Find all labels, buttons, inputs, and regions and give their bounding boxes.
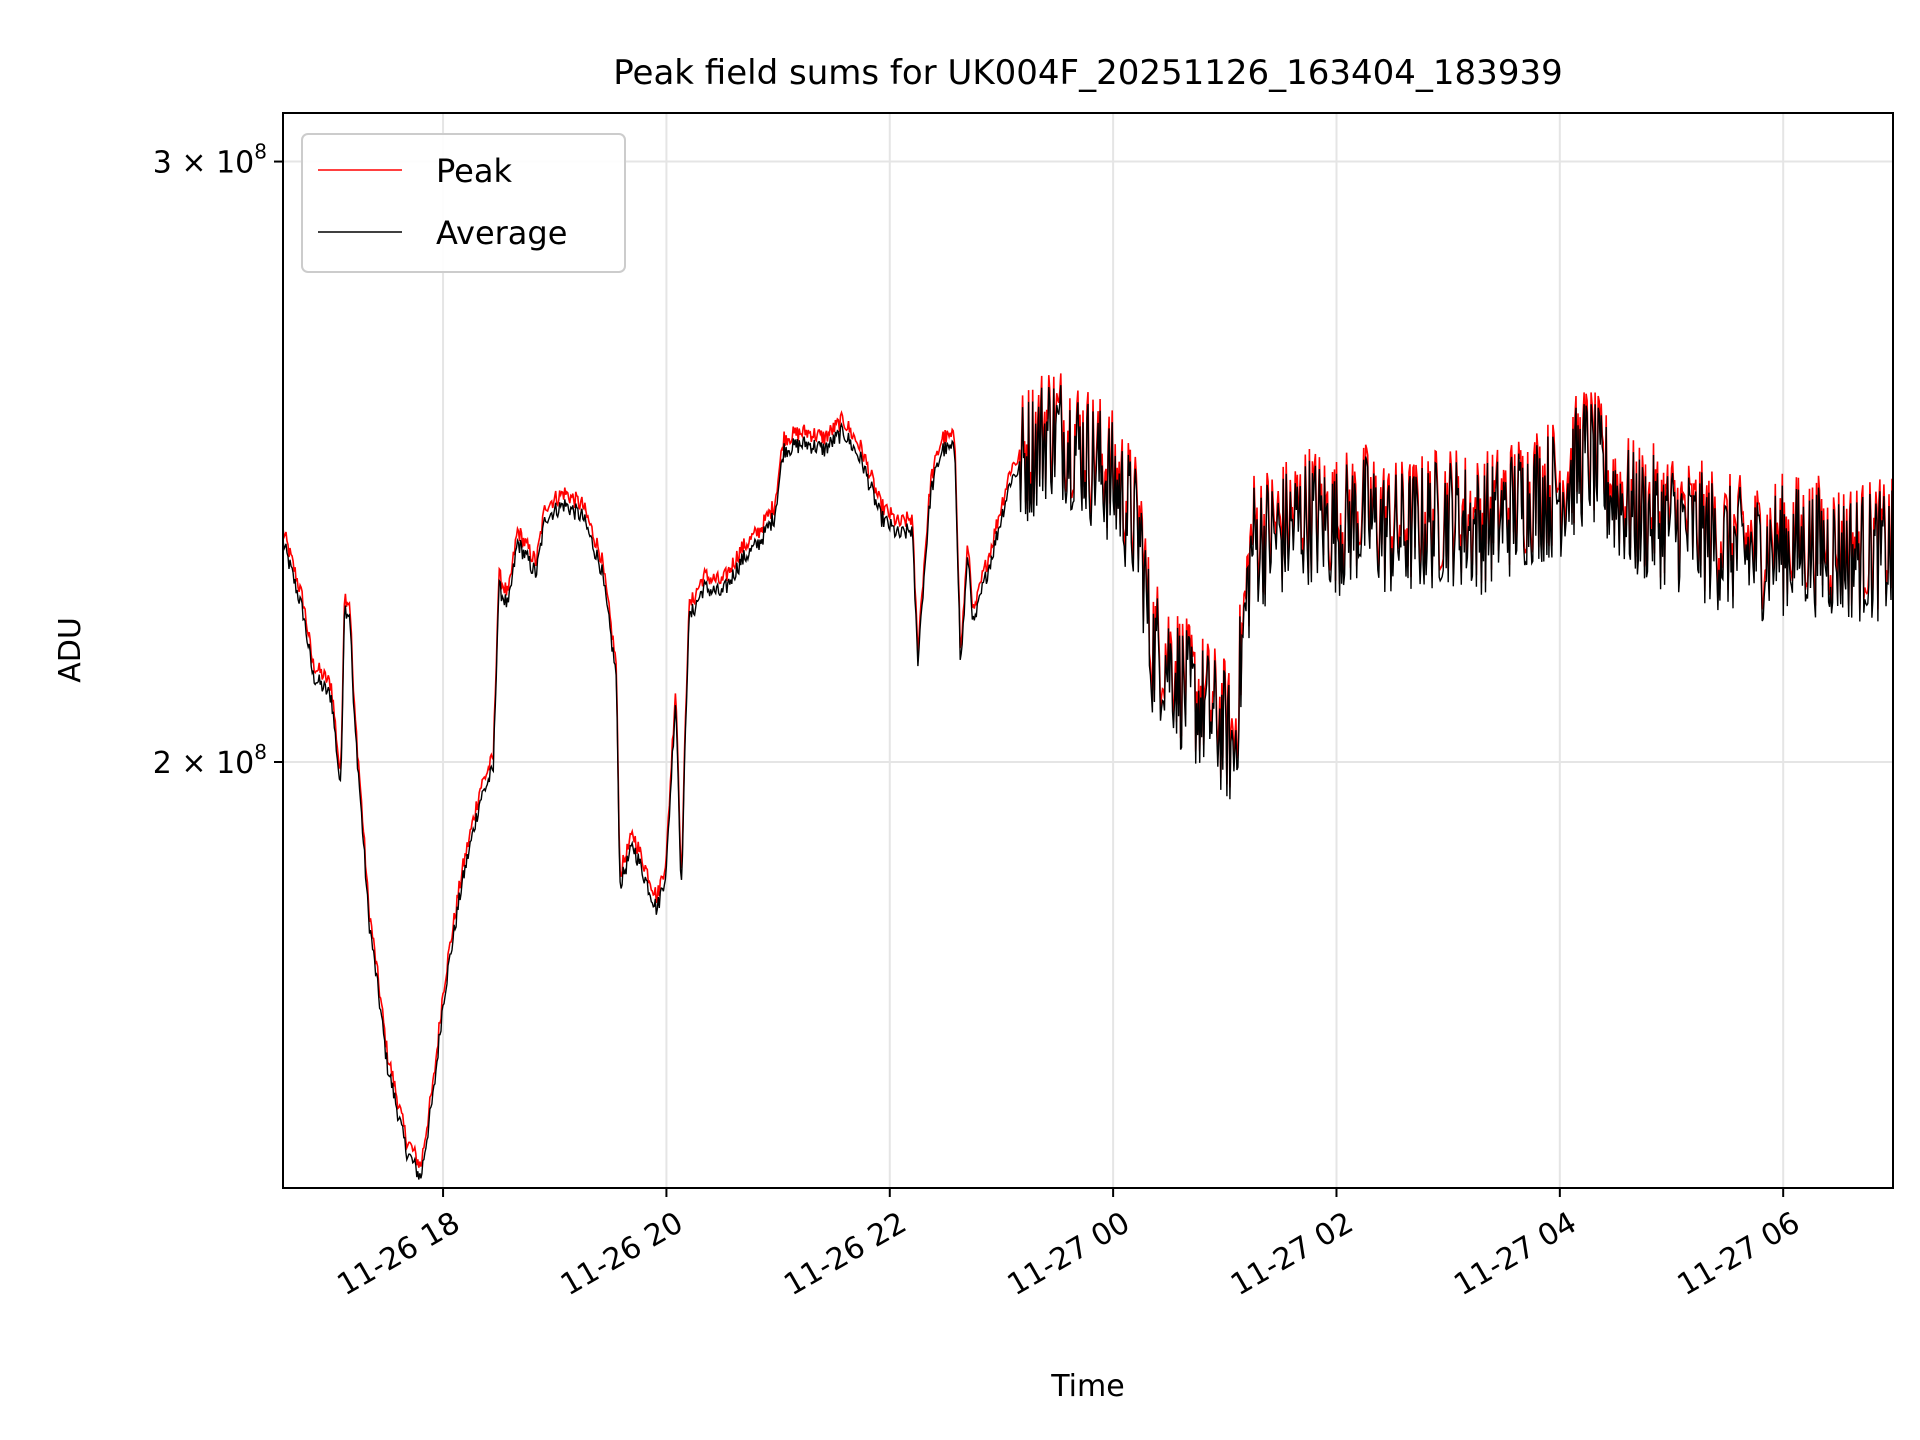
legend-box bbox=[301, 133, 626, 273]
legend-label-peak: Peak bbox=[436, 152, 512, 190]
grid-lines bbox=[283, 113, 1893, 1188]
chart-title: Peak field sums for UK004F_20251126_1634… bbox=[613, 53, 1562, 93]
x-axis-label: Time bbox=[1050, 1369, 1124, 1404]
plot-frame bbox=[282, 112, 1894, 1189]
y-axis-label: ADU bbox=[53, 617, 88, 683]
legend: Peak Average bbox=[301, 133, 626, 273]
legend-label-average: Average bbox=[436, 214, 567, 252]
plot-lines bbox=[283, 373, 1893, 1180]
y-tick-label: 3 × 108 bbox=[153, 140, 267, 181]
series-line-average bbox=[283, 385, 1893, 1180]
y-axis-ticks: 2 × 108 3 × 108 bbox=[153, 140, 283, 781]
y-tick-label: 2 × 108 bbox=[153, 740, 267, 781]
